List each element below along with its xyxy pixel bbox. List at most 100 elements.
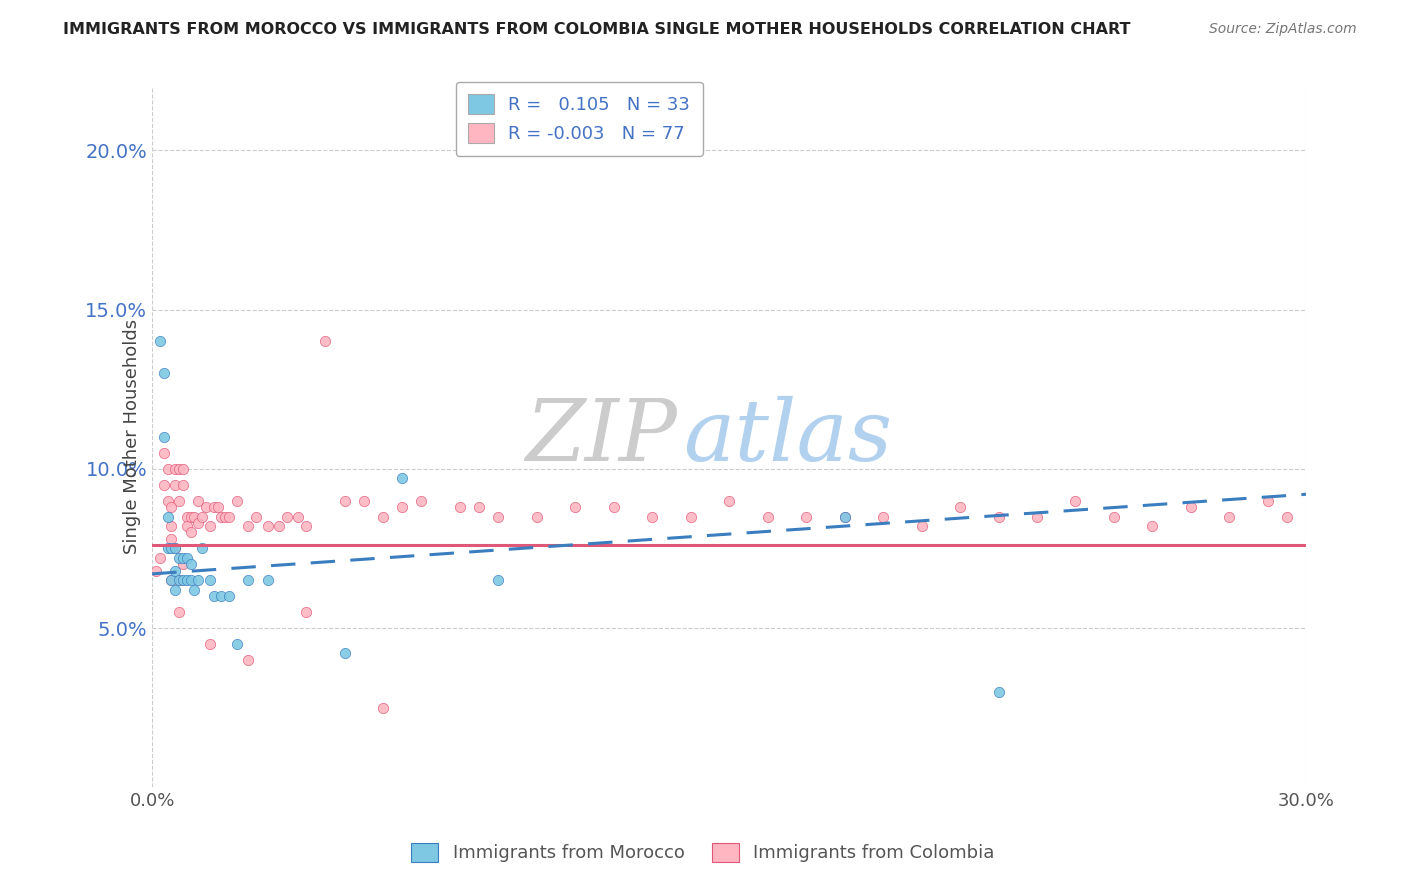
Point (183, 582, 205, 597)
Point (679, 509, 702, 524)
Point (834, 509, 856, 524)
Text: IMMIGRANTS FROM MOROCCO VS IMMIGRANTS FROM COLOMBIA SINGLE MOTHER HOUSEHOLDS COR: IMMIGRANTS FROM MOROCCO VS IMMIGRANTS FR… (63, 22, 1130, 37)
Point (172, 550, 194, 565)
Point (209, 589, 232, 603)
Point (156, 462, 179, 476)
Point (218, 589, 240, 603)
Point (172, 462, 194, 476)
Point (167, 493, 190, 508)
Point (198, 519, 221, 533)
Point (1218, 509, 1240, 524)
Point (202, 589, 225, 603)
Point (1142, 519, 1164, 533)
Point (486, 509, 509, 524)
Point (156, 509, 179, 524)
Point (156, 541, 179, 556)
Point (167, 550, 190, 565)
Point (165, 477, 187, 491)
Point (238, 653, 260, 667)
Point (245, 509, 267, 524)
Point (1064, 493, 1087, 508)
Point (872, 509, 894, 524)
Point (180, 509, 202, 524)
Point (564, 500, 586, 514)
Point (295, 519, 318, 533)
Text: atlas: atlas (683, 395, 893, 478)
Point (198, 637, 221, 651)
Point (152, 366, 174, 380)
Point (314, 334, 336, 349)
Point (391, 471, 413, 485)
Point (949, 500, 972, 514)
Point (165, 541, 187, 556)
Point (256, 573, 278, 587)
Point (176, 550, 198, 565)
Point (603, 500, 626, 514)
Point (218, 509, 240, 524)
Point (187, 573, 209, 587)
Point (225, 493, 247, 508)
Point (195, 500, 218, 514)
Point (449, 500, 471, 514)
Point (207, 500, 229, 514)
Point (165, 462, 187, 476)
Point (172, 558, 194, 572)
Point (794, 509, 817, 524)
Point (295, 605, 318, 619)
Point (526, 509, 548, 524)
Point (987, 509, 1010, 524)
Point (180, 525, 202, 540)
Point (333, 647, 356, 661)
Point (391, 500, 413, 514)
Point (152, 430, 174, 444)
Point (160, 573, 183, 587)
Point (411, 493, 433, 508)
Text: Source: ZipAtlas.com: Source: ZipAtlas.com (1209, 22, 1357, 37)
Point (1180, 500, 1202, 514)
Point (269, 519, 291, 533)
Point (145, 564, 167, 578)
Point (225, 637, 247, 651)
Point (167, 462, 190, 476)
Legend: R =   0.105   N = 33, R = -0.003   N = 77: R = 0.105 N = 33, R = -0.003 N = 77 (456, 82, 703, 156)
Point (287, 509, 309, 524)
Point (176, 519, 198, 533)
Point (202, 500, 225, 514)
Point (718, 493, 741, 508)
Legend: Immigrants from Morocco, Immigrants from Colombia: Immigrants from Morocco, Immigrants from… (404, 836, 1002, 870)
Point (1102, 509, 1125, 524)
Point (160, 500, 183, 514)
Y-axis label: Single Mother Households: Single Mother Households (124, 319, 141, 555)
Point (165, 541, 187, 556)
Point (187, 516, 209, 530)
Point (191, 509, 214, 524)
Point (152, 477, 174, 491)
Point (149, 334, 172, 349)
Point (333, 493, 356, 508)
Point (180, 558, 202, 572)
Point (486, 573, 509, 587)
Point (276, 509, 298, 524)
Point (371, 509, 394, 524)
Point (1257, 493, 1279, 508)
Point (834, 509, 856, 524)
Point (165, 582, 187, 597)
Point (172, 573, 194, 587)
Point (160, 573, 183, 587)
Point (180, 573, 202, 587)
Point (641, 509, 664, 524)
Point (183, 509, 205, 524)
Point (149, 550, 172, 565)
Point (353, 493, 375, 508)
Point (152, 446, 174, 460)
Point (198, 573, 221, 587)
Point (371, 700, 394, 714)
Point (756, 509, 779, 524)
Point (172, 477, 194, 491)
Point (191, 541, 214, 556)
Point (176, 509, 198, 524)
Point (187, 493, 209, 508)
Point (160, 519, 183, 533)
Point (238, 519, 260, 533)
Point (167, 573, 190, 587)
